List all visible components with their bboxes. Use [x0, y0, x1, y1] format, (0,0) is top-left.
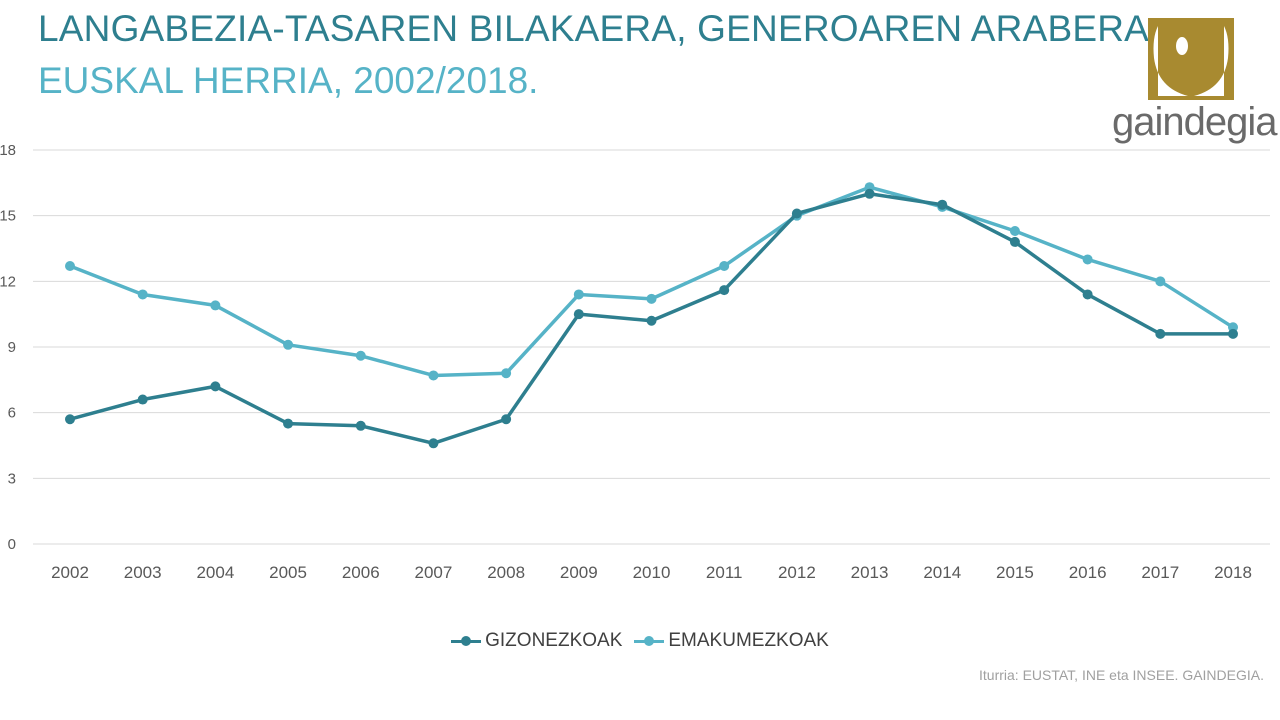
logo-mark: [1148, 18, 1234, 100]
gaindegia-logo: gaindegia: [1110, 14, 1277, 154]
source-note: Iturria: EUSTAT, INE eta INSEE. GAINDEGI…: [979, 667, 1264, 683]
x-tick-label: 2005: [269, 563, 307, 582]
data-point: [937, 199, 948, 210]
data-point: [1082, 289, 1093, 300]
data-point: [283, 418, 294, 429]
legend-item: GIZONEZKOAK: [451, 630, 622, 652]
data-point: [355, 420, 366, 431]
data-point: [1228, 328, 1238, 339]
data-point: [573, 309, 584, 320]
x-tick-label: 2002: [51, 563, 89, 582]
data-point: [573, 289, 584, 300]
data-point: [1155, 276, 1166, 287]
y-axis-ticks: 0 3 6 9 12 15 18: [0, 142, 16, 553]
y-tick-label: 15: [0, 208, 16, 225]
x-tick-label: 2012: [778, 563, 816, 582]
x-tick-label: 2015: [996, 563, 1034, 582]
x-axis-ticks: 2002 2003 2004 2005 2006 2007 2008 2009 2010 2011…: [51, 563, 1252, 582]
data-point: [1155, 328, 1166, 339]
y-tick-label: 0: [8, 536, 16, 553]
x-tick-label: 2014: [923, 563, 961, 582]
data-point: [864, 188, 875, 199]
data-point: [137, 289, 148, 300]
series-gizonezkoak: [65, 188, 1238, 449]
x-tick-label: 2013: [851, 563, 889, 582]
x-tick-label: 2003: [124, 563, 162, 582]
legend-swatch: [451, 636, 482, 646]
x-tick-label: 2018: [1214, 563, 1252, 582]
data-point: [137, 394, 148, 405]
y-tick-label: 18: [0, 142, 16, 159]
logo-mark-icon: [1148, 18, 1234, 100]
chart-subtitle: EUSKAL HERRIA, 2002/2018.: [38, 60, 539, 101]
legend-swatch: [634, 636, 665, 646]
data-point: [283, 339, 294, 350]
x-tick-label: 2009: [560, 563, 598, 582]
data-point: [65, 261, 75, 272]
x-tick-label: 2017: [1141, 563, 1179, 582]
data-point: [1009, 236, 1020, 247]
legend-item: EMAKUMEZKOAK: [634, 630, 829, 652]
data-point: [428, 370, 439, 381]
data-point: [428, 438, 439, 449]
x-tick-label: 2011: [706, 563, 743, 582]
data-point: [719, 285, 730, 296]
data-point: [646, 315, 657, 326]
series-group: [65, 182, 1238, 449]
data-point: [501, 414, 512, 425]
x-tick-label: 2008: [487, 563, 525, 582]
data-point: [210, 381, 221, 392]
legend-label: GIZONEZKOAK: [485, 630, 623, 651]
logo-text: gaindegia: [1112, 100, 1277, 144]
data-point: [65, 414, 75, 425]
data-point: [1009, 225, 1020, 236]
y-tick-label: 6: [8, 405, 16, 422]
x-tick-label: 2007: [415, 563, 453, 582]
x-tick-label: 2006: [342, 563, 380, 582]
grid-lines: [33, 149, 1270, 545]
data-point: [646, 293, 657, 304]
chart-title: LANGABEZIA-TASAREN BILAKAERA, GENEROAREN…: [38, 8, 1160, 49]
x-tick-label: 2004: [196, 563, 234, 582]
y-tick-label: 12: [0, 273, 16, 290]
x-tick-label: 2010: [633, 563, 671, 582]
y-tick-label: 3: [8, 470, 16, 487]
data-point: [501, 368, 512, 379]
data-point: [210, 300, 221, 311]
data-point: [791, 208, 802, 219]
legend-label: EMAKUMEZKOAK: [668, 630, 829, 651]
data-point: [1082, 254, 1093, 265]
y-tick-label: 9: [8, 339, 16, 356]
data-point: [355, 350, 366, 361]
x-tick-label: 2016: [1069, 563, 1107, 582]
legend: GIZONEZKOAK EMAKUMEZKOAK: [0, 630, 1280, 652]
data-point: [719, 261, 730, 272]
